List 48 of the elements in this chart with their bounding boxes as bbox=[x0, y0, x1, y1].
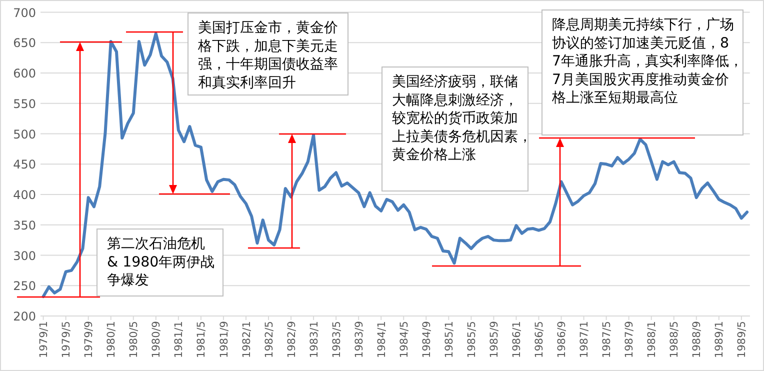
annotation: 第二次石油危机 & 1980年两伊战争爆发 bbox=[107, 236, 215, 289]
x-tick-label: 1979/9 bbox=[83, 321, 96, 358]
x-tick-label: 1981/5 bbox=[196, 321, 208, 358]
x-tick-label: 1979/1 bbox=[38, 321, 50, 358]
annotation: 美国打压金市，黄金价格下跌，加息下美元走强，十年期国债收益率和真实利率回升 bbox=[197, 20, 338, 91]
x-tick-label: 1982/5 bbox=[263, 321, 276, 358]
x-tick-label: 1988/9 bbox=[691, 321, 704, 358]
annotation: 美国经济疲弱，联储大幅降息刺激经济，较宽松的货币政策加上拉美债务危机因素，黄金价格上涨 bbox=[392, 74, 532, 164]
x-tick-label: 1984/1 bbox=[376, 321, 388, 358]
y-tick-label: 700 bbox=[13, 6, 36, 20]
x-tick-label: 1988/1 bbox=[646, 321, 658, 358]
x-tick-label: 1982/9 bbox=[286, 321, 298, 358]
y-tick-label: 500 bbox=[13, 127, 36, 142]
x-tick-label: 1980/1 bbox=[106, 321, 118, 358]
y-tick-label: 200 bbox=[13, 310, 36, 324]
annotation: 降息周期美元持续下行，广场协议的签订加速美元贬值，87年通胀升高，真实利率降低，7月美国股灾再度推动黄金价格上涨至短期最高位 bbox=[551, 17, 744, 106]
x-tick-label: 1984/9 bbox=[420, 321, 433, 358]
x-tick-label: 1981/9 bbox=[218, 321, 230, 358]
x-tick-label: 1985/9 bbox=[488, 321, 500, 358]
x-tick-label: 1986/1 bbox=[511, 321, 524, 358]
x-tick-label: 1988/5 bbox=[668, 321, 681, 358]
x-tick-label: 1987/1 bbox=[578, 321, 591, 358]
x-tick-label: 1980/5 bbox=[128, 321, 140, 358]
y-tick-label: 550 bbox=[13, 96, 36, 111]
x-tick-label: 1985/5 bbox=[466, 321, 478, 358]
x-tick-label: 1979/5 bbox=[60, 321, 73, 358]
x-tick-label: 1983/5 bbox=[330, 321, 343, 358]
y-tick-label: 350 bbox=[13, 218, 36, 232]
x-tick-label: 1989/1 bbox=[714, 321, 726, 358]
x-tick-label: 1981/1 bbox=[173, 321, 186, 358]
x-tick-label: 1980/9 bbox=[150, 321, 163, 358]
y-tick-label: 250 bbox=[13, 279, 36, 294]
x-tick-label: 1989/5 bbox=[736, 321, 748, 358]
y-tick-label: 650 bbox=[13, 36, 36, 50]
x-tick-label: 1982/1 bbox=[240, 321, 253, 358]
y-tick-label: 450 bbox=[13, 158, 36, 172]
x-tick-label: 1983/9 bbox=[353, 321, 366, 358]
x-tick-label: 1987/5 bbox=[601, 321, 614, 358]
y-tick-label: 400 bbox=[13, 188, 36, 202]
x-tick-label: 1987/9 bbox=[624, 321, 636, 358]
x-tick-label: 1986/9 bbox=[556, 321, 568, 358]
x-tick-label: 1984/5 bbox=[398, 321, 410, 358]
x-tick-label: 1986/5 bbox=[534, 321, 546, 358]
y-tick-label: 600 bbox=[13, 66, 36, 81]
x-tick-label: 1983/1 bbox=[308, 321, 320, 358]
y-tick-label: 300 bbox=[13, 248, 36, 263]
line-series bbox=[42, 32, 749, 298]
x-tick-label: 1985/1 bbox=[443, 321, 456, 358]
